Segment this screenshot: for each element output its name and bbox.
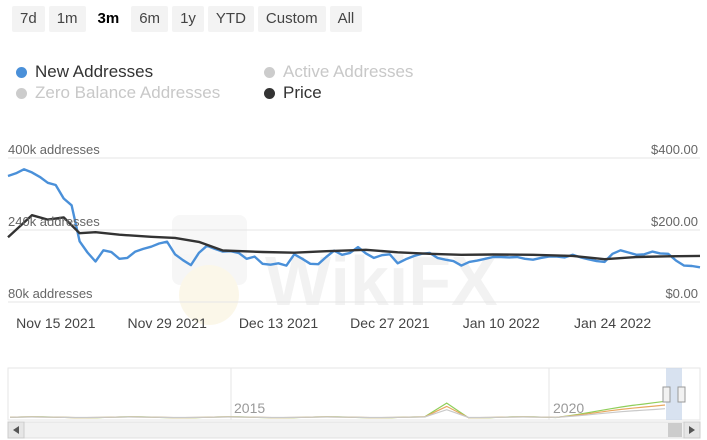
watermark-logo-mark-icon <box>179 265 239 325</box>
x-axis-tick-label: Jan 24 2022 <box>574 315 651 331</box>
navigator-selection-mask[interactable] <box>666 368 682 420</box>
range-button-1y[interactable]: 1y <box>172 6 204 32</box>
chevron-right-icon <box>689 426 695 434</box>
right-axis-tick-label: $0.00 <box>665 286 698 301</box>
navigator-line-new-addresses <box>9 408 666 419</box>
legend-label: Price <box>283 83 322 102</box>
right-axis-tick-label: $200.00 <box>651 214 698 229</box>
legend-label: Active Addresses <box>283 62 414 81</box>
navigator-left-handle[interactable] <box>662 386 671 403</box>
range-button-ytd[interactable]: YTD <box>207 6 254 32</box>
navigator-scrollbar-thumb[interactable] <box>668 423 682 437</box>
watermark: WikiFX <box>172 215 498 325</box>
range-button-1m[interactable]: 1m <box>48 6 86 32</box>
x-axis-tick-label: Dec 13 2021 <box>239 315 319 331</box>
navigator-scrollbar-track[interactable] <box>7 421 701 439</box>
x-axis-tick-label: Jan 10 2022 <box>463 315 540 331</box>
legend-dot-icon <box>16 87 27 99</box>
legend-item-zero-balance-addresses[interactable]: Zero Balance Addresses <box>16 83 220 103</box>
x-axis-tick-label: Dec 27 2021 <box>350 315 430 331</box>
range-button-7d[interactable]: 7d <box>12 6 45 32</box>
range-button-6m[interactable]: 6m <box>131 6 169 32</box>
axis-labels: 400k addresses 240k addresses 80k addresse… <box>8 142 698 331</box>
chevron-left-icon <box>13 426 19 434</box>
navigator-series <box>9 400 666 419</box>
chart-grid <box>8 157 700 303</box>
navigator-label-2015: 2015 <box>234 400 265 416</box>
navigator-label-2020: 2020 <box>553 400 584 416</box>
series-line-price <box>7 214 701 261</box>
x-axis-tick-label: Nov 15 2021 <box>16 315 96 331</box>
legend-label: Zero Balance Addresses <box>35 83 221 102</box>
legend-item-new-addresses[interactable]: New Addresses <box>16 62 153 82</box>
left-axis-tick-label: 80k addresses <box>8 286 93 301</box>
right-axis-tick-label: $400.00 <box>651 142 698 157</box>
legend-item-price[interactable]: Price <box>264 83 322 103</box>
main-chart: WikiFX 400k addresses 240k addresses 80k a… <box>7 142 701 331</box>
legend-dot-icon <box>16 66 27 78</box>
legend-dot-icon <box>264 66 275 78</box>
legend-label: New Addresses <box>35 62 154 81</box>
navigator-chart[interactable]: 2015 2020 <box>0 366 707 440</box>
navigator-right-handle[interactable] <box>677 386 686 403</box>
series-layer <box>7 168 701 269</box>
range-button-custom[interactable]: Custom <box>257 6 326 32</box>
left-axis-tick-label: 400k addresses <box>8 142 100 157</box>
navigator-frame <box>7 367 701 421</box>
watermark-logo-icon <box>172 215 247 285</box>
x-axis-tick-label: Nov 29 2021 <box>127 315 207 331</box>
legend-dot-icon <box>264 87 275 99</box>
legend-item-active-addresses[interactable]: Active Addresses <box>264 62 413 82</box>
range-button-3m[interactable]: 3m <box>89 6 128 32</box>
left-axis-tick-label: 240k addresses <box>8 214 100 229</box>
range-selector: 7d 1m 3m 6m 1y YTD Custom All <box>12 6 363 32</box>
range-button-all[interactable]: All <box>329 6 363 32</box>
